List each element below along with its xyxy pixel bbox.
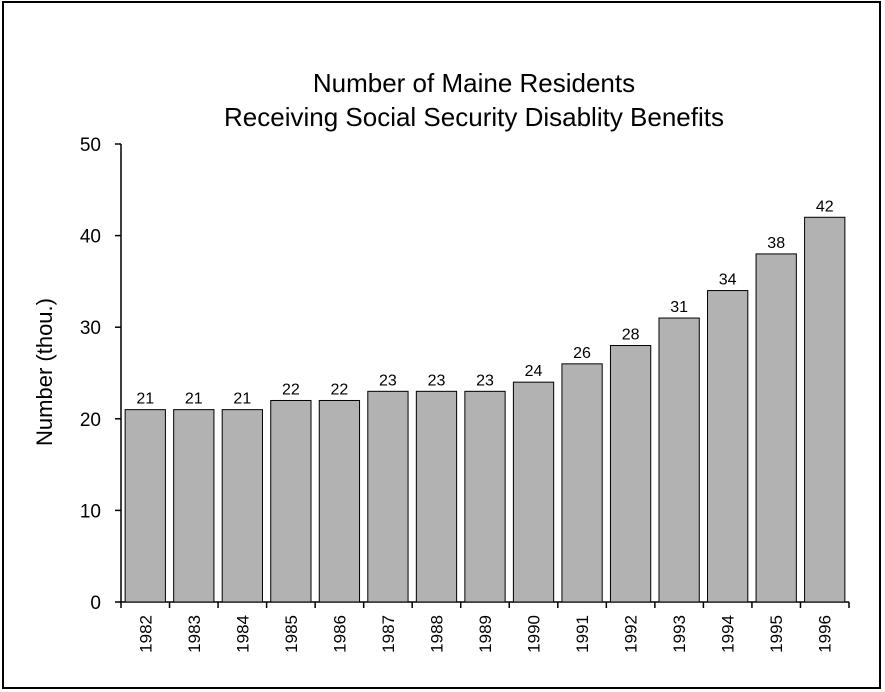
plot-area: 0 10 20 30 40 50 21 1982 21 1983 21 1984 22 1985 22 198… [80,135,850,653]
x-tick-label: 1984 [233,615,252,653]
y-axis-label: Number (thou.) [32,298,57,446]
bar [173,409,215,603]
y-tick-label: 40 [80,227,101,248]
bar [512,381,555,603]
x-tick-label: 1983 [185,615,204,653]
y-tick-label: 20 [80,410,101,431]
data-label: 22 [282,381,300,398]
bar [609,345,652,603]
x-tick-label: 1987 [379,615,398,653]
data-label: 38 [767,235,785,252]
data-label: 28 [622,327,640,344]
data-label: 23 [428,372,446,389]
y-tick-label: 50 [80,135,101,156]
data-label: 21 [185,391,203,408]
x-tick-label: 1995 [767,615,786,653]
chart-title: Number of Maine Residents [313,68,635,98]
data-label: 23 [476,372,494,389]
x-tick-label: 1991 [573,615,592,653]
data-label: 42 [816,198,834,215]
bar [755,253,797,603]
x-tick-label: 1986 [330,615,349,653]
data-label: 21 [136,391,154,408]
y-tick-label: 0 [90,593,101,614]
x-tick-label: 1989 [476,615,495,653]
bar [124,409,166,603]
x-tick-label: 1992 [622,615,641,653]
x-tick-label: 1985 [282,615,301,653]
y-tick-label: 10 [80,501,101,522]
x-tick-label: 1988 [427,615,446,653]
data-label: 34 [719,272,737,289]
x-tick-label: 1982 [136,615,155,653]
data-label: 24 [525,363,543,380]
data-label: 21 [233,391,251,408]
x-tick-label: 1990 [525,615,544,653]
bar [270,399,312,603]
bar [367,390,409,603]
bar [561,363,603,603]
x-tick-label: 1993 [670,615,689,653]
bar [658,317,700,603]
y-tick-label: 30 [80,318,101,339]
bar [415,390,458,603]
chart-subtitle: Receiving Social Security Disablity Bene… [224,102,724,132]
data-label: 26 [573,345,591,362]
bar [707,290,749,603]
bar [464,390,506,603]
data-label: 22 [331,381,349,398]
x-tick-label: 1994 [719,615,738,653]
bar [318,399,361,603]
bar [804,216,846,603]
x-tick-label: 1996 [816,615,835,653]
bar [221,409,263,603]
data-label: 23 [379,372,397,389]
data-label: 31 [670,299,688,316]
